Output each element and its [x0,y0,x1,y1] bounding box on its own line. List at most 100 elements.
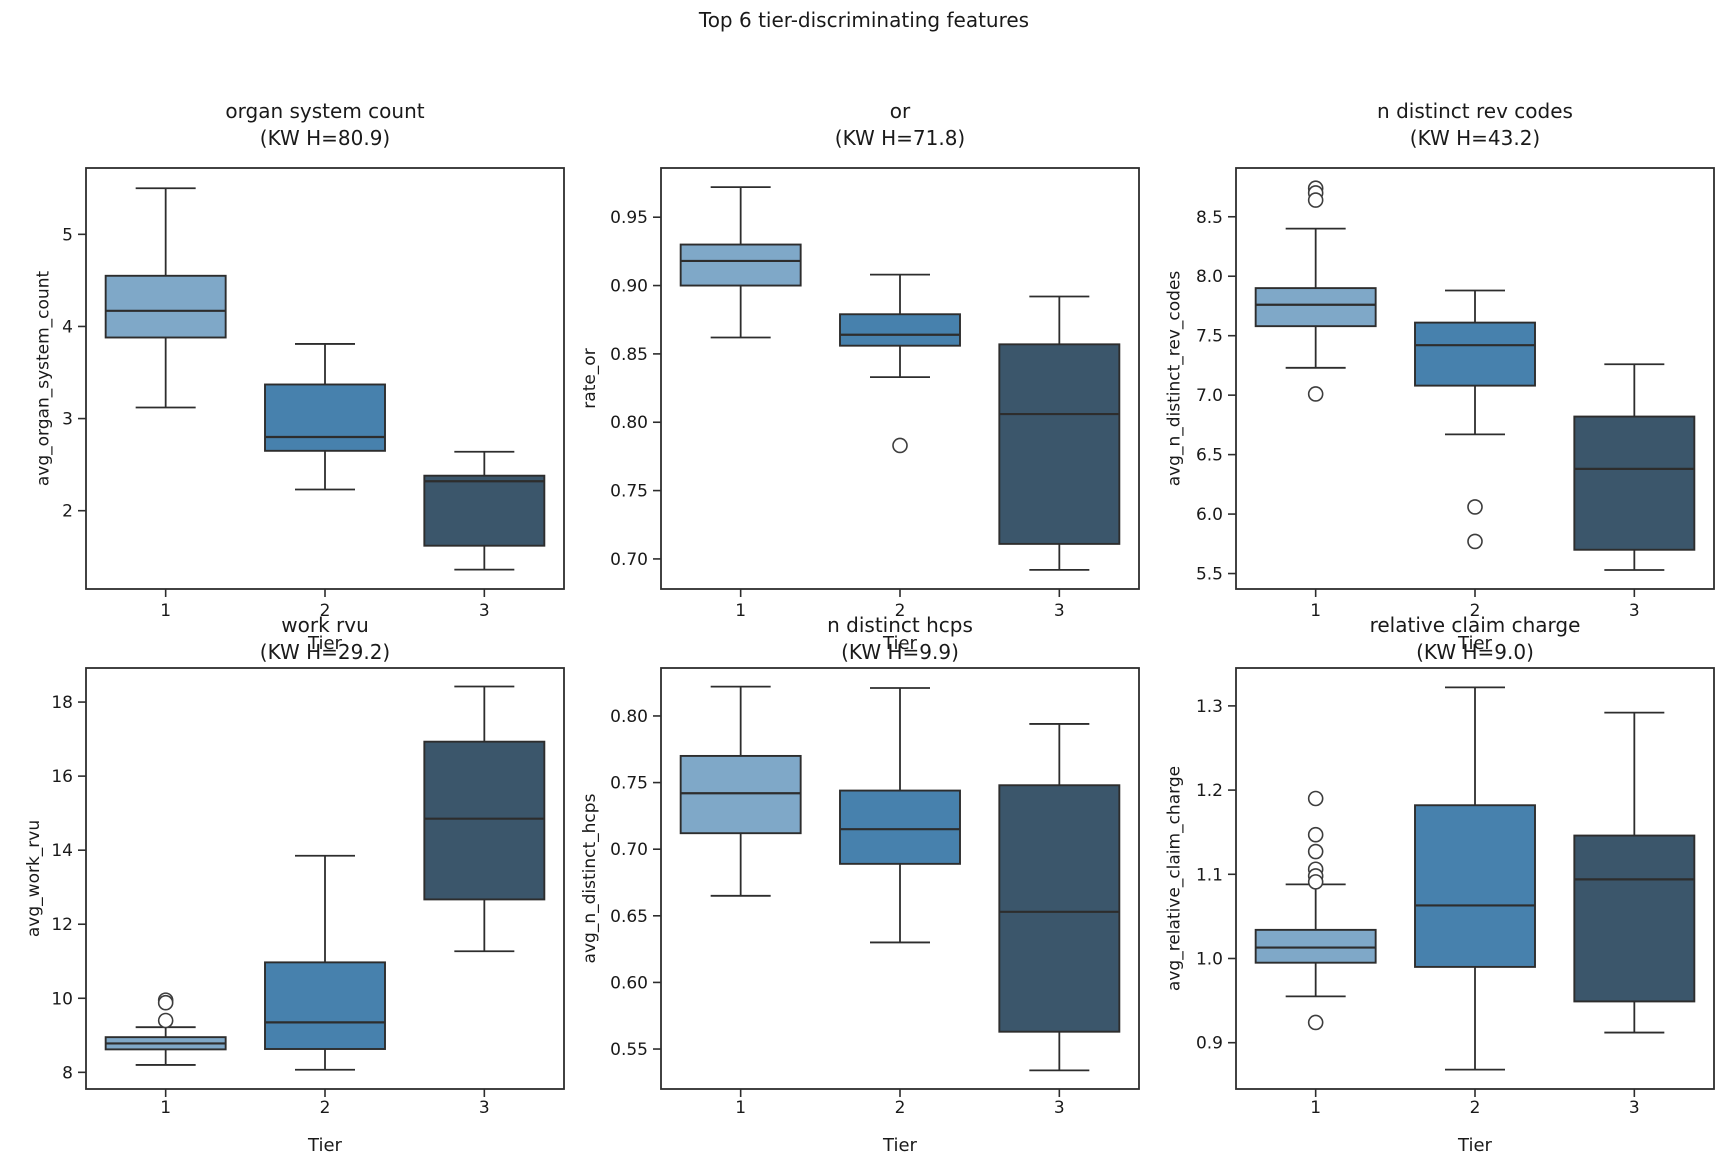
outlier-point [1467,533,1483,550]
y-axis-label: avg_n_distinct_hcps [580,793,600,963]
x-tick-label: 2 [320,1098,331,1118]
y-tick-label: 0.70 [610,550,648,570]
y-tick-label: 8.5 [1196,208,1223,228]
axes-subtitle: (KW H=9.0) [1416,640,1534,664]
axes-title: n distinct hcps [827,613,973,637]
x-tick-label: 1 [160,601,171,621]
x-axis-label: Tier [1457,1135,1493,1156]
axes-title: relative claim charge [1370,613,1581,637]
x-tick-label: 3 [1629,1098,1640,1118]
y-tick-label: 2 [62,502,73,522]
x-tick-label: 2 [1470,601,1481,621]
x-tick-label: 1 [735,1098,746,1118]
x-tick-label: 2 [895,601,906,621]
box-tier-2 [1414,321,1536,387]
outlier-point [1307,826,1324,843]
x-axis-label: Tier [882,1135,918,1156]
axes-subtitle: (KW H=80.9) [260,126,390,150]
y-tick-label: 0.75 [610,774,648,794]
x-tick-label: 3 [479,601,490,621]
outlier-point [1307,790,1324,807]
y-axis-label: rate_or [580,348,600,408]
y-tick-label: 0.9 [1196,1034,1223,1054]
box-tier-2 [264,961,386,1050]
axes-title: or [890,99,911,123]
y-tick-label: 7.5 [1196,327,1223,347]
x-axis-label: Tier [882,633,918,654]
axes-subtitle: (KW H=29.2) [260,640,390,664]
outlier-point [1307,192,1324,208]
box-tier-3 [1573,834,1696,1003]
box-tier-2 [1414,804,1536,968]
y-tick-label: 16 [51,767,73,787]
x-tick-label: 1 [1310,1098,1321,1118]
y-tick-label: 14 [51,841,73,861]
y-tick-label: 5.5 [1196,565,1223,585]
x-tick-label: 3 [1054,601,1065,621]
box-tier-2 [839,789,961,865]
box-tier-1 [679,243,802,287]
y-tick-label: 4 [62,317,73,337]
box-tier-3 [423,474,546,547]
box-tier-2 [264,383,386,452]
x-axis-label: Tier [307,633,343,654]
x-axis-label: Tier [1457,633,1493,654]
outlier-point [1307,386,1324,402]
x-tick-label: 3 [1054,1098,1065,1118]
y-tick-label: 0.65 [610,907,648,927]
box-tier-2 [839,313,961,347]
x-tick-label: 3 [479,1098,490,1118]
outlier-point [157,994,174,1011]
x-axis-label: Tier [307,1135,343,1156]
y-axis-label: avg_work_rvu [24,820,44,937]
outlier-point [892,437,908,454]
outlier-point [1467,499,1483,515]
y-tick-label: 0.75 [610,482,648,502]
y-tick-label: 6.0 [1196,505,1223,525]
y-tick-label: 0.85 [610,345,648,365]
x-tick-label: 1 [1310,601,1321,621]
y-axis-label: avg_relative_claim_charge [1165,766,1185,991]
y-tick-label: 0.80 [610,413,648,433]
x-tick-label: 3 [1629,601,1640,621]
box-tier-1 [1254,928,1377,964]
y-axis-label: avg_n_distinct_rev_codes [1165,271,1185,487]
y-tick-label: 0.80 [610,707,648,727]
y-tick-label: 12 [51,915,73,935]
y-tick-label: 5 [62,225,73,245]
axes-title: work rvu [281,613,369,637]
x-tick-label: 2 [1470,1098,1481,1118]
outlier-point [1307,843,1324,860]
outlier-point [1307,874,1324,890]
x-tick-label: 2 [895,1098,906,1118]
y-tick-label: 8.0 [1196,267,1223,287]
y-tick-label: 6.5 [1196,446,1223,466]
y-tick-label: 1.0 [1196,949,1223,969]
y-tick-label: 0.60 [610,973,648,993]
box-tier-1 [679,754,802,835]
y-tick-label: 18 [51,693,73,713]
x-tick-label: 1 [160,1098,171,1118]
y-tick-label: 1.3 [1196,697,1223,717]
outlier-point [1307,1014,1324,1031]
box-tier-3 [423,740,546,901]
y-axis-label: avg_organ_system_count [34,271,54,487]
box-tier-3 [1573,415,1696,551]
x-tick-label: 2 [320,601,331,621]
box-tier-3 [998,343,1121,545]
axes-title: organ system count [225,99,424,123]
y-tick-label: 0.95 [610,208,648,228]
box-tier-3 [998,784,1121,1033]
x-tick-label: 1 [735,601,746,621]
y-tick-label: 1.1 [1196,865,1223,885]
y-tick-label: 8 [62,1063,73,1083]
y-tick-label: 0.90 [610,277,648,297]
y-tick-label: 0.55 [610,1040,648,1060]
axes-subtitle: (KW H=9.9) [841,640,959,664]
box-tier-1 [104,274,227,339]
y-tick-label: 1.2 [1196,781,1223,801]
y-tick-label: 10 [51,989,73,1009]
axes-subtitle: (KW H=71.8) [835,126,965,150]
